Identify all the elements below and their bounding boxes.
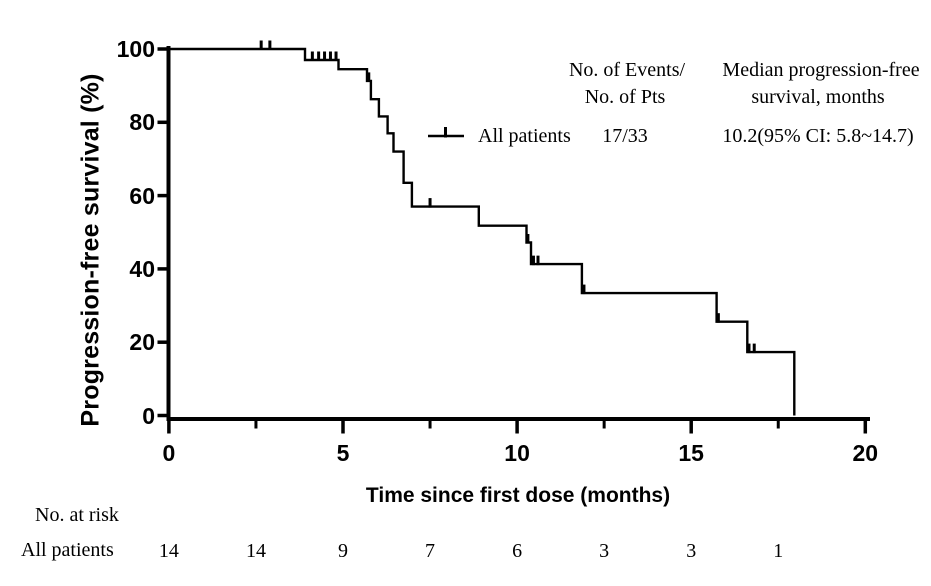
x-axis-title: Time since first dose (months): [365, 484, 671, 507]
y-tick-label: 20: [129, 329, 155, 356]
x-tick-label: 10: [504, 440, 530, 466]
y-tick-label: 0: [142, 402, 155, 429]
risk-count-value: 3: [686, 540, 697, 562]
y-tick-label: 40: [129, 255, 155, 282]
median-column-header-line1: Median progression-free: [722, 59, 920, 81]
risk-count-value: 6: [512, 540, 523, 562]
events-column-header-line1: No. of Events/: [568, 59, 686, 81]
x-tick-label: 0: [162, 440, 176, 466]
risk-count-value: 14: [245, 540, 266, 562]
y-tick-label: 60: [129, 182, 155, 209]
risk-count-value: 9: [338, 540, 348, 562]
x-tick-label: 5: [336, 440, 350, 466]
risk-count-value: 1: [773, 540, 784, 562]
legend-median-value: 10.2(95% CI: 5.8~14.7): [722, 125, 914, 147]
risk-count-value: 3: [599, 540, 610, 562]
x-tick-label: 15: [678, 440, 704, 466]
legend-series-label: All patients: [478, 125, 571, 147]
median-column-header-line2: survival, months: [751, 86, 885, 108]
events-column-header-line2: No. of Pts: [584, 86, 666, 108]
risk-count-value: 14: [158, 540, 179, 562]
legend-events-value: 17/33: [602, 125, 648, 147]
y-tick-label: 80: [129, 109, 155, 136]
x-tick-label: 20: [852, 440, 879, 466]
risk-count-value: 7: [425, 540, 436, 562]
risk-table-header: No. at risk: [35, 504, 119, 526]
km-curve-all-patients: [168, 47, 796, 416]
risk-table-row-label: All patients: [21, 539, 114, 561]
y-tick-label: 100: [116, 36, 155, 62]
